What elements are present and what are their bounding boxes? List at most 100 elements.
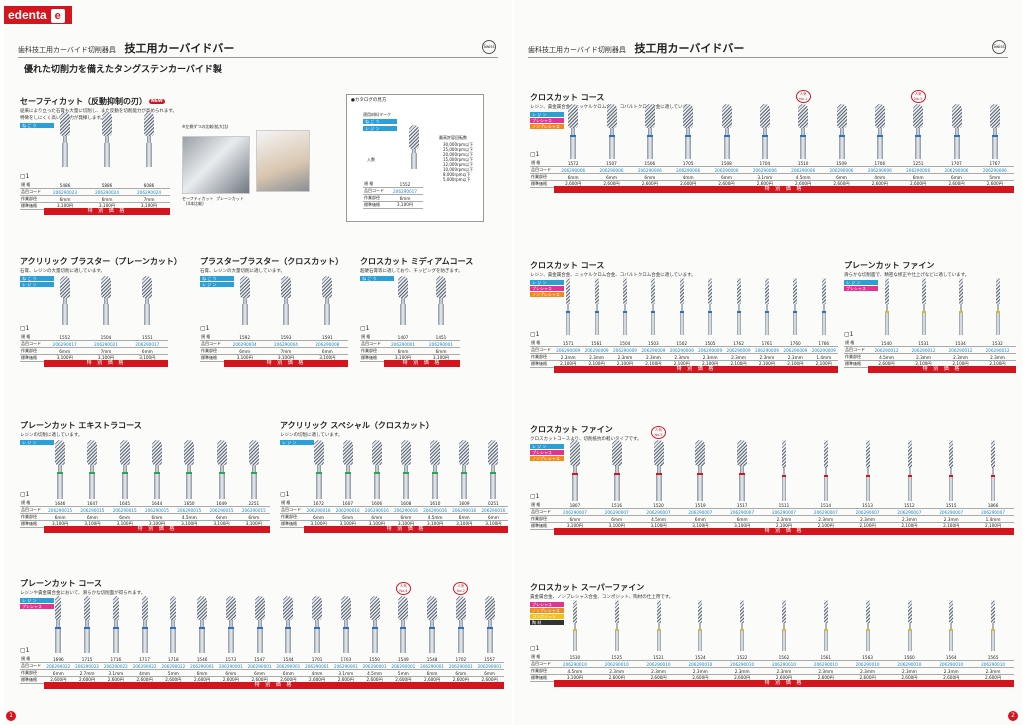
spec-cell: 1509	[822, 160, 861, 167]
material-tags: レ ジ ンプレシャス	[844, 280, 1016, 291]
spec-cell: 6mm	[391, 513, 421, 521]
bur-image	[53, 596, 63, 653]
spec-cell: 1514	[804, 502, 847, 509]
spec-cell: 2.3mm	[582, 353, 611, 361]
page-header: 歯科技工用カーバイド切削器具 技工用カーバイドバー Swiss	[528, 40, 1008, 58]
bur-image	[874, 104, 885, 159]
material-tags: レ ジ ンプレシャス	[20, 598, 504, 609]
bur-image	[863, 440, 873, 501]
legend-speed-item: 8,000rpm以下	[443, 172, 471, 177]
bur-image	[762, 278, 772, 335]
spec-cell: 1593	[265, 334, 307, 341]
spec-cell: 1766	[809, 340, 838, 347]
bur-image	[653, 440, 664, 501]
spec-cell: 2.3mm	[972, 667, 1014, 675]
product-section-crosscut-fine: クロスカット ファイン クロスカットコースより、切削抵抗の軽いタイプです。レ ジ …	[530, 424, 1014, 462]
spec-cell: 1607	[333, 500, 363, 507]
photo-caption-plain: プレーンカット	[216, 196, 244, 201]
spec-cell: 206290006	[554, 166, 593, 174]
spec-cell: 1532	[979, 340, 1016, 347]
spec-cell: 4.5mm	[637, 515, 680, 523]
spec-cell: 206290012	[905, 346, 942, 354]
spec-cell: 5mm	[388, 669, 418, 677]
bur-image	[568, 104, 579, 159]
spec-cell: 206290006	[669, 166, 708, 174]
section-description: レジン、貴金属合金、ニッケルクロム合金、コバルトクロム合金に適しています。	[530, 104, 1014, 110]
material-tag: レ ジ ン	[530, 280, 564, 285]
spec-cell: 1513	[846, 502, 889, 509]
spec-cell: 1571	[554, 340, 583, 347]
bur-image	[371, 440, 382, 499]
spec-cell: 6mm	[449, 513, 479, 521]
bur-image	[654, 600, 664, 651]
bur-image	[87, 440, 98, 499]
spec-cell: 2.3mm	[781, 353, 810, 361]
spec-cell: 2.3mm	[763, 667, 805, 675]
spec-cell: 6mm	[108, 513, 141, 521]
spec-cell: 1560	[888, 654, 931, 661]
spec-cell: 206290007	[804, 508, 847, 516]
pack-qty: ▢1	[20, 173, 30, 180]
spec-cell: 1544	[273, 656, 303, 663]
spec-cell: 206290009	[695, 346, 725, 354]
special-price-bar: 特 別 価 格	[554, 680, 1014, 687]
catalog-page-right: 歯科技工用カーバイド切削器具 技工用カーバイドバー Swiss 2 クロスカット…	[514, 0, 1022, 725]
spec-table: 規 格 1540 1531 1534 1532 品目コード 206290012 2062900…	[844, 340, 1016, 368]
material-tag: レ ジ ン	[530, 444, 564, 449]
spec-cell: 1521	[637, 654, 680, 661]
legend-qty-label: 入数	[367, 157, 375, 162]
material-tag: ノンプレシャス	[530, 608, 564, 613]
spec-cell: 1562	[763, 654, 805, 661]
section-description: 滑らかな切削面で、精密な修正や仕上げなどに適しています。	[844, 273, 970, 278]
bur-image	[863, 600, 873, 651]
spec-cell: 1515	[930, 502, 973, 509]
spec-cell: 1507	[592, 160, 631, 167]
page-header: 歯科技工用カーバイド切削器具 技工用カーバイドバー Swiss	[18, 40, 498, 58]
spec-cell: 206290001	[273, 662, 303, 670]
page-category: 歯科技工用カーバイド切削器具	[528, 46, 626, 54]
spec-cell: 206290009	[554, 346, 583, 354]
spec-cell: 1703	[331, 656, 361, 663]
product-section-plain-coarse: プレーンカット コース レジンや貴金属合金において、滑らかな切削面が得られます。レ…	[20, 578, 504, 610]
bur-image	[620, 278, 630, 335]
product-section-acrylic-blaster: アクリリック ブラスター（プレーンカット） 石膏、レジンの大量切削に適しています。…	[20, 256, 182, 288]
legend-speed-item: 10,000rpm以下	[443, 167, 474, 172]
material-tag: レ ジ ン	[20, 440, 54, 445]
photo-caption-note: (4本比較)	[186, 201, 204, 206]
bur-image	[612, 600, 622, 651]
spec-cell: 6mm	[417, 669, 447, 677]
material-tags: レ ジ ンプレシャス ノンプレシャス	[530, 112, 1014, 129]
spec-cell: 206290006	[783, 166, 823, 174]
material-tags: レ ジ ンプレシャス ノンプレシャス	[530, 280, 838, 297]
page-subtitle: 優れた切削力を備えたタングステンカーバイド製	[24, 65, 222, 75]
spec-table: 規 格 1592 1593 1591 品目コード 206290004 206290004 20…	[200, 334, 348, 362]
material-tag: 陶 材	[530, 620, 564, 625]
material-tag: レ ジ ン	[530, 112, 564, 117]
spec-cell: 206290001	[216, 662, 246, 670]
bur-image	[184, 440, 195, 499]
special-price-bar: 特 別 価 格	[44, 360, 168, 367]
spec-cell: 206290007	[846, 508, 889, 516]
spec-cell: 206290007	[930, 508, 973, 516]
spec-cell: 2.3mm	[804, 667, 847, 675]
spec-cell: 6mm	[304, 513, 334, 521]
spec-cell: 2.3mm	[763, 515, 805, 523]
bur-image	[648, 278, 658, 335]
popularity-badge: 人気 No.2	[453, 582, 469, 595]
spec-cell: 206290007	[595, 508, 638, 516]
spec-cell: 1696	[43, 656, 73, 663]
spec-cell: 206290010	[721, 660, 764, 668]
material-tags: レ ジ ン	[280, 440, 508, 445]
bur-image	[488, 440, 499, 499]
spec-cell: 6mm	[43, 669, 73, 677]
spec-cell: 1718	[158, 656, 188, 663]
special-price-bar: 特 別 価 格	[384, 360, 460, 367]
spec-cell: 1.4mm	[972, 515, 1014, 523]
spec-cell: 1866	[972, 502, 1014, 509]
spec-cell: 206290015	[140, 506, 174, 514]
spec-cell: 1707	[937, 160, 976, 167]
spec-cell: 1563	[846, 654, 889, 661]
spec-cell: 2251	[237, 500, 270, 507]
section-title: クロスカット コース	[530, 93, 605, 102]
spec-cell: 206290001	[187, 662, 217, 670]
